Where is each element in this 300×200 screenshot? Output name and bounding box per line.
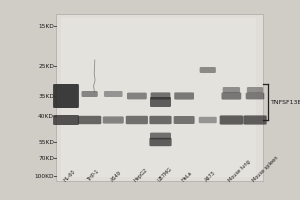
Text: 70KD: 70KD: [38, 156, 54, 160]
Text: 25KD: 25KD: [38, 64, 54, 68]
FancyBboxPatch shape: [53, 115, 79, 125]
FancyBboxPatch shape: [103, 116, 124, 124]
Text: U87MG: U87MG: [157, 167, 173, 183]
Text: HepG2: HepG2: [133, 167, 149, 183]
FancyBboxPatch shape: [221, 92, 241, 100]
FancyBboxPatch shape: [151, 92, 170, 100]
FancyBboxPatch shape: [174, 116, 195, 124]
FancyBboxPatch shape: [149, 116, 172, 124]
FancyBboxPatch shape: [126, 116, 148, 124]
Text: A673: A673: [204, 170, 217, 183]
FancyBboxPatch shape: [104, 91, 123, 97]
FancyBboxPatch shape: [53, 84, 79, 108]
FancyBboxPatch shape: [61, 18, 256, 177]
Text: THP-1: THP-1: [86, 169, 100, 183]
FancyBboxPatch shape: [243, 115, 267, 125]
FancyBboxPatch shape: [78, 116, 101, 124]
FancyBboxPatch shape: [149, 138, 172, 146]
Text: Mouse spleen: Mouse spleen: [251, 155, 279, 183]
Text: TNFSF13B: TNFSF13B: [271, 99, 300, 104]
FancyBboxPatch shape: [56, 14, 262, 181]
Text: HeLa: HeLa: [181, 171, 193, 183]
Text: AS49: AS49: [110, 170, 122, 183]
Text: Mouse lung: Mouse lung: [228, 159, 252, 183]
FancyBboxPatch shape: [127, 93, 147, 99]
FancyBboxPatch shape: [82, 91, 98, 97]
FancyBboxPatch shape: [199, 117, 217, 123]
Text: HL-60: HL-60: [62, 169, 76, 183]
FancyBboxPatch shape: [150, 133, 171, 139]
Text: 35KD: 35KD: [38, 94, 54, 98]
FancyBboxPatch shape: [246, 93, 264, 99]
FancyBboxPatch shape: [174, 92, 194, 100]
FancyBboxPatch shape: [223, 87, 240, 93]
FancyBboxPatch shape: [150, 97, 171, 107]
Text: 100KD: 100KD: [34, 173, 54, 178]
Text: 55KD: 55KD: [38, 140, 54, 144]
Text: 40KD: 40KD: [38, 114, 54, 118]
FancyBboxPatch shape: [220, 115, 243, 125]
FancyBboxPatch shape: [200, 67, 216, 73]
FancyBboxPatch shape: [247, 87, 263, 93]
Text: 15KD: 15KD: [38, 23, 54, 28]
